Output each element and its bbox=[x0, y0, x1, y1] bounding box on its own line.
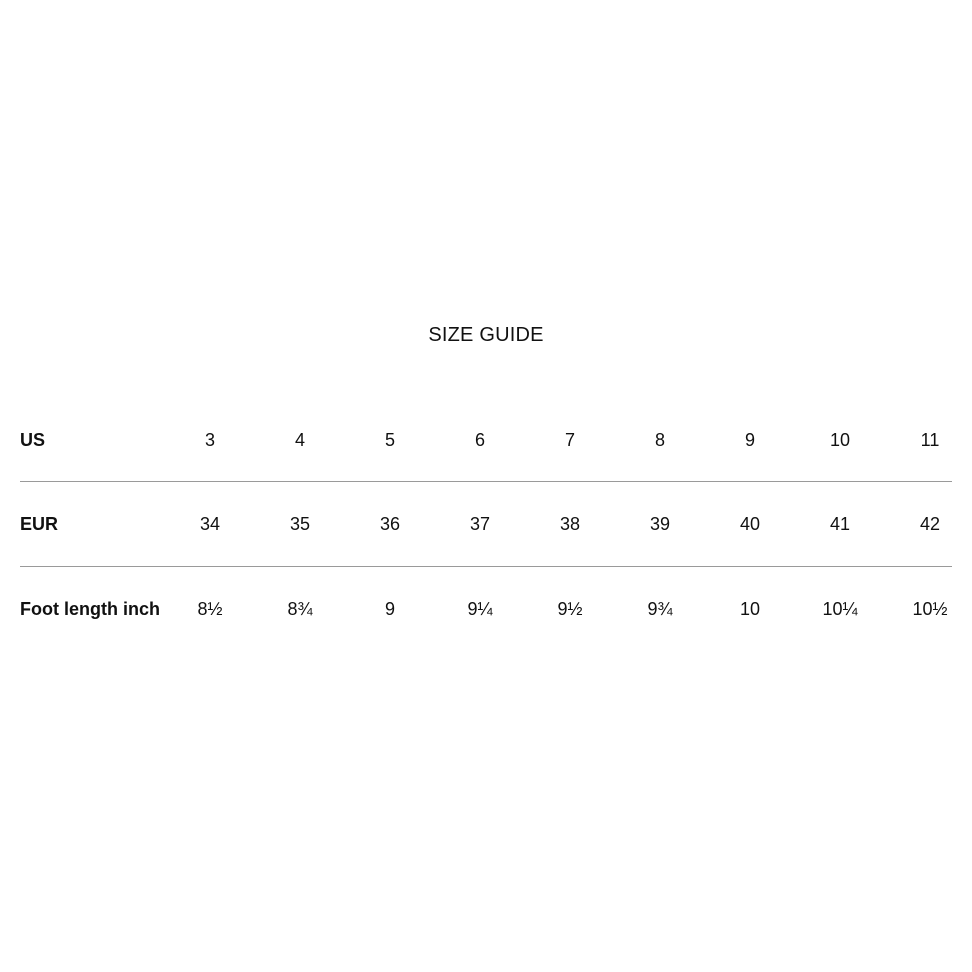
table-cell: 9¼ bbox=[467, 599, 493, 619]
table-cell: 40 bbox=[739, 514, 761, 534]
row-divider bbox=[20, 481, 952, 482]
table-cell: 39 bbox=[649, 514, 671, 534]
table-cell: 7 bbox=[564, 430, 575, 450]
table-cell: 34 bbox=[199, 514, 221, 534]
row-label: Foot length inch bbox=[20, 599, 160, 619]
table-cell: 35 bbox=[289, 514, 311, 534]
table-cell: 41 bbox=[829, 514, 851, 534]
table-cell: 38 bbox=[559, 514, 581, 534]
table-cell: 10 bbox=[829, 430, 851, 450]
table-cell: 11 bbox=[920, 430, 940, 450]
table-cell: 10 bbox=[739, 599, 761, 619]
row-label: US bbox=[20, 430, 46, 450]
table-cell: 8½ bbox=[197, 599, 223, 619]
row-label: EUR bbox=[20, 514, 59, 534]
table-cell: 42 bbox=[919, 514, 941, 534]
table-cell: 5 bbox=[384, 430, 395, 450]
table-cell: 9¾ bbox=[647, 599, 673, 619]
table-cell: 10¼ bbox=[822, 599, 858, 619]
table-cell: 4 bbox=[294, 430, 305, 450]
table-cell: 8¾ bbox=[287, 599, 313, 619]
table-cell: 36 bbox=[379, 514, 401, 534]
table-cell: 6 bbox=[474, 430, 485, 450]
row-divider bbox=[20, 566, 952, 567]
table-cell: 3 bbox=[204, 430, 215, 450]
table-cell: 9 bbox=[744, 430, 755, 450]
table-cell: 9½ bbox=[557, 599, 583, 619]
table-cell: 8 bbox=[654, 430, 665, 450]
table-cell: 10½ bbox=[912, 599, 948, 619]
page-title: SIZE GUIDE bbox=[428, 324, 544, 346]
table-cell: 9 bbox=[384, 599, 395, 619]
table-cell: 37 bbox=[469, 514, 491, 534]
